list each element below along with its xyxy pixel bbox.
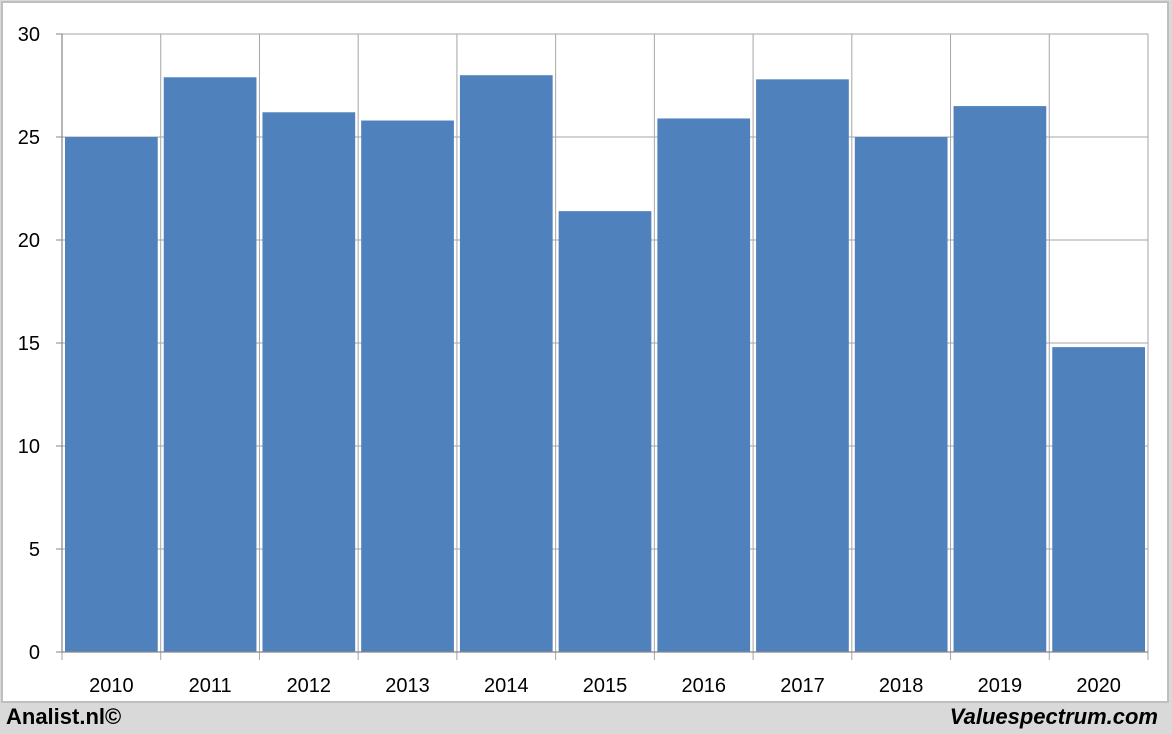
x-tick-label: 2011 (189, 675, 232, 697)
bar-2010 (65, 137, 158, 652)
y-tick-label: 10 (18, 436, 40, 458)
y-tick-label: 20 (18, 230, 40, 252)
y-tick-label: 25 (18, 127, 40, 149)
y-tick-label: 0 (29, 642, 40, 664)
x-tick-label: 2016 (681, 675, 726, 697)
footer-left-watermark: Analist.nl© (6, 704, 121, 729)
x-tick-label: 2010 (89, 675, 134, 697)
x-tick-label: 2013 (385, 675, 430, 697)
x-tick-label: 2018 (879, 675, 924, 697)
y-axis-tick-labels: 0 5 10 15 20 25 30 (18, 24, 40, 664)
x-tick-label: 2012 (287, 675, 332, 697)
x-tick-label: 2015 (583, 675, 628, 697)
x-tick-label: 2014 (484, 675, 529, 697)
bar-2017 (756, 79, 849, 652)
bar-2020 (1052, 347, 1145, 652)
footer-right-watermark: Valuespectrum.com (950, 704, 1158, 729)
bar-2014 (459, 75, 553, 652)
y-tick-label: 30 (18, 24, 40, 46)
x-tick-label: 2017 (780, 675, 825, 697)
bar-2016 (657, 118, 751, 652)
bar-2013 (361, 120, 454, 652)
y-tick-label: 5 (29, 539, 40, 561)
bar-2015 (558, 211, 652, 652)
bar-2012 (262, 112, 356, 652)
x-tick-label: 2020 (1076, 675, 1121, 697)
bar-2011 (163, 77, 257, 652)
bar-2018 (854, 137, 948, 652)
x-axis-tick-labels: 2010 2011 2012 2013 2014 2015 2016 2017 2018 2019… (89, 675, 1121, 697)
axes (56, 33, 1148, 653)
y-tick-label: 15 (18, 333, 40, 355)
x-tick-label: 2019 (978, 675, 1023, 697)
bar-2019 (953, 106, 1047, 653)
bars (65, 75, 1145, 653)
